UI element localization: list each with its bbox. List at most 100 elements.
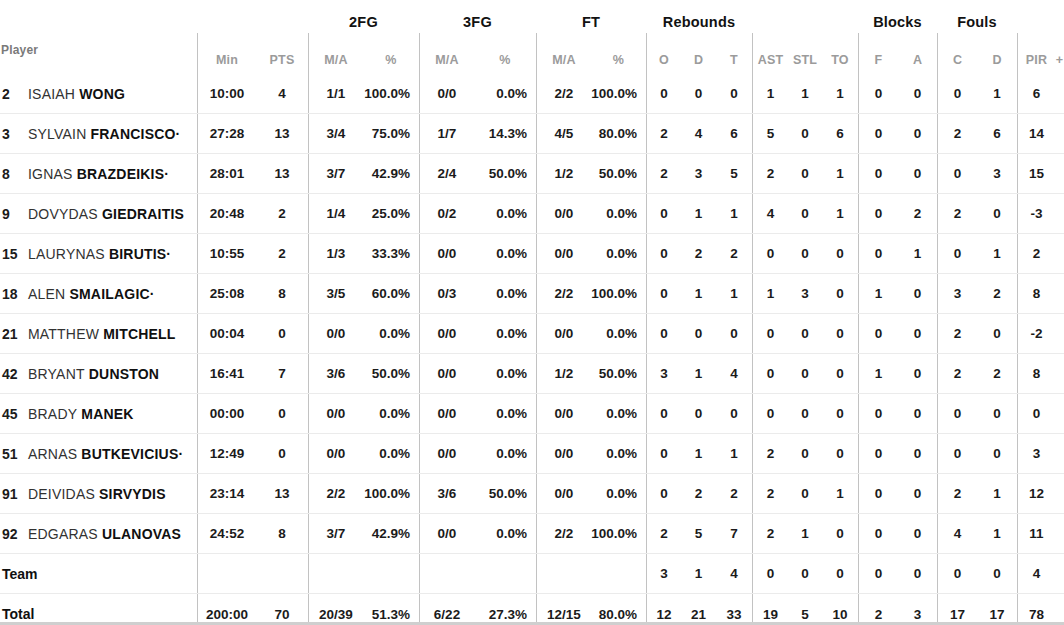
stat-reb-t: 33 bbox=[716, 594, 752, 625]
player-name[interactable]: ALEN SMAILAGIC· bbox=[28, 286, 155, 302]
stat-to: 1 bbox=[822, 194, 858, 233]
jersey-number: 18 bbox=[2, 286, 28, 302]
player-name[interactable]: BRADY MANEK bbox=[28, 406, 134, 422]
stat-reb-o: 0 bbox=[646, 474, 681, 513]
stat-stl: 0 bbox=[788, 554, 822, 593]
jersey-number: 42 bbox=[2, 366, 28, 382]
stat-blk-a: 0 bbox=[898, 114, 937, 153]
player-name[interactable]: BRYANT DUNSTON bbox=[28, 366, 159, 382]
player-last-name: SIRVYDIS bbox=[99, 486, 166, 502]
player-name[interactable]: ARNAS BUTKEVICIUS· bbox=[28, 446, 183, 462]
player-name[interactable]: DEIVIDAS SIRVYDIS bbox=[28, 486, 166, 502]
column-header-stl: STL bbox=[788, 33, 822, 74]
jersey-number: 21 bbox=[2, 326, 28, 342]
stat-fg2-pct: 75.0% bbox=[363, 114, 419, 153]
column-header-blk-a: A bbox=[898, 33, 937, 74]
stat-pts: 13 bbox=[256, 474, 308, 513]
player-cell: 8IGNAS BRAZDEIKIS· bbox=[0, 154, 197, 193]
player-first-name: EDGARAS bbox=[28, 526, 98, 542]
stat-ft-pct: 50.0% bbox=[591, 154, 646, 193]
player-name[interactable]: ISAIAH WONG bbox=[28, 86, 125, 102]
stat-foul-c: 0 bbox=[937, 394, 977, 433]
player-name[interactable]: DOVYDAS GIEDRAITIS bbox=[28, 206, 184, 222]
stat-plus bbox=[1055, 554, 1064, 593]
stat-to: 0 bbox=[822, 274, 858, 313]
stat-stl: 0 bbox=[788, 474, 822, 513]
stat-blk-f: 0 bbox=[858, 114, 898, 153]
stat-reb-o: 0 bbox=[646, 234, 681, 273]
stat-fg2-ma: 3/5 bbox=[308, 274, 363, 313]
stat-fg3-ma: 0/0 bbox=[419, 394, 474, 433]
player-name[interactable]: IGNAS BRAZDEIKIS· bbox=[28, 166, 169, 182]
stat-ft-ma: 0/0 bbox=[536, 234, 591, 273]
stat-pir: 12 bbox=[1017, 474, 1055, 513]
player-first-name: LAURYNAS bbox=[28, 246, 105, 262]
stat-fg3-ma: 2/4 bbox=[419, 154, 474, 193]
player-name[interactable]: EDGARAS ULANOVAS bbox=[28, 526, 181, 542]
column-header-ft-pct: % bbox=[591, 33, 646, 74]
stat-pir: -2 bbox=[1017, 314, 1055, 353]
starter-dot: · bbox=[176, 126, 181, 142]
stat-fg2-ma: 2/2 bbox=[308, 474, 363, 513]
stat-group-header-row: 2FG 3FG FT Rebounds Blocks Fouls bbox=[0, 0, 1064, 33]
stat-fg3-pct: 0.0% bbox=[474, 354, 536, 393]
player-cell: 2ISAIAH WONG bbox=[0, 74, 197, 113]
player-row: 51ARNAS BUTKEVICIUS·12:4900/00.0%0/00.0%… bbox=[0, 434, 1064, 474]
stat-ast: 4 bbox=[752, 194, 788, 233]
stat-plus bbox=[1055, 274, 1064, 313]
column-header-reb-d: D bbox=[681, 33, 716, 74]
stat-pts: 0 bbox=[256, 394, 308, 433]
column-header-ft-ma: M/A bbox=[536, 33, 591, 74]
stat-to: 0 bbox=[822, 394, 858, 433]
player-cell: 3SYLVAIN FRANCISCO· bbox=[0, 114, 197, 153]
stat-ast: 2 bbox=[752, 154, 788, 193]
player-name[interactable]: SYLVAIN FRANCISCO· bbox=[28, 126, 180, 142]
stat-pir: 4 bbox=[1017, 554, 1055, 593]
stat-foul-d: 1 bbox=[977, 474, 1017, 513]
column-header-foul-d: D bbox=[977, 33, 1017, 74]
stat-fg2-ma: 0/0 bbox=[308, 314, 363, 353]
player-name[interactable]: MATTHEW MITCHELL bbox=[28, 326, 176, 342]
stat-blk-f: 1 bbox=[858, 274, 898, 313]
stat-pts: 0 bbox=[256, 434, 308, 473]
stat-blk-f: 0 bbox=[858, 314, 898, 353]
stat-ast: 5 bbox=[752, 114, 788, 153]
player-row: 18ALEN SMAILAGIC·25:0883/560.0%0/30.0%2/… bbox=[0, 274, 1064, 314]
stat-blk-f: 0 bbox=[858, 74, 898, 113]
jersey-number: 45 bbox=[2, 406, 28, 422]
stat-foul-d: 0 bbox=[977, 194, 1017, 233]
stat-reb-d: 1 bbox=[681, 194, 716, 233]
jersey-number: 9 bbox=[2, 206, 28, 222]
stat-pir: 2 bbox=[1017, 234, 1055, 273]
player-cell: 42BRYANT DUNSTON bbox=[0, 354, 197, 393]
stat-fg2-pct: 33.3% bbox=[363, 234, 419, 273]
stat-stl: 1 bbox=[788, 514, 822, 553]
stat-fg3-ma bbox=[419, 554, 474, 593]
group-label-rebounds: Rebounds bbox=[646, 14, 752, 33]
player-first-name: MATTHEW bbox=[28, 326, 99, 342]
stat-blk-f: 0 bbox=[858, 154, 898, 193]
stat-ft-ma: 2/2 bbox=[536, 274, 591, 313]
group-label-blocks: Blocks bbox=[858, 14, 937, 33]
stat-foul-d: 0 bbox=[977, 394, 1017, 433]
table-body: 2ISAIAH WONG10:0041/1100.0%0/00.0%2/2100… bbox=[0, 74, 1064, 625]
stat-reb-d: 1 bbox=[681, 434, 716, 473]
stat-blk-a: 0 bbox=[898, 434, 937, 473]
stat-fg2-pct: 0.0% bbox=[363, 394, 419, 433]
stat-blk-a: 0 bbox=[898, 474, 937, 513]
stat-pir: 8 bbox=[1017, 274, 1055, 313]
stat-reb-o: 0 bbox=[646, 194, 681, 233]
stat-pir: 15 bbox=[1017, 154, 1055, 193]
stat-ast: 0 bbox=[752, 554, 788, 593]
stat-fg2-ma: 1/3 bbox=[308, 234, 363, 273]
player-cell: 45BRADY MANEK bbox=[0, 394, 197, 433]
stat-ast: 2 bbox=[752, 474, 788, 513]
stat-ast: 0 bbox=[752, 234, 788, 273]
player-name[interactable]: LAURYNAS BIRUTIS· bbox=[28, 246, 171, 262]
stat-blk-f: 0 bbox=[858, 234, 898, 273]
stat-foul-d: 0 bbox=[977, 554, 1017, 593]
team-row-label: Team bbox=[2, 566, 38, 582]
stat-pts: 2 bbox=[256, 194, 308, 233]
stat-foul-d: 0 bbox=[977, 434, 1017, 473]
player-last-name: BIRUTIS bbox=[109, 246, 166, 262]
